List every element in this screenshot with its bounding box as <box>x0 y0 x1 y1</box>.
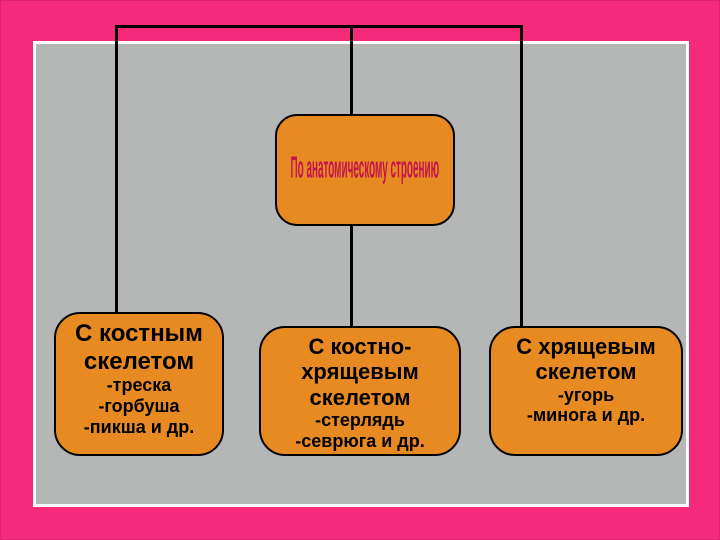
root-node: По анатомическому строению <box>275 114 455 226</box>
child-node-cart: С хрящевымскелетом -угорь-минога и др. <box>489 326 683 456</box>
child-list: -треска-горбуша-пикша и др. <box>56 375 222 437</box>
connector-cart <box>520 25 523 326</box>
child-title: С костнымскелетом <box>56 320 222 375</box>
connector-bony <box>115 25 118 312</box>
child-title: С хрящевымскелетом <box>491 334 681 385</box>
child-node-bony: С костнымскелетом -треска-горбуша-пикша … <box>54 312 224 456</box>
child-list: -угорь-минога и др. <box>491 385 681 426</box>
child-title: С костно-хрящевымскелетом <box>261 334 459 410</box>
child-list: -стерлядь-севрюга и др. <box>261 410 459 451</box>
outer-frame: По анатомическому строению С костнымскел… <box>0 0 720 540</box>
root-label: По анатомическому строению <box>291 153 440 187</box>
child-node-bony-cart: С костно-хрящевымскелетом -стерлядь-севр… <box>259 326 461 456</box>
top-bar <box>116 25 521 28</box>
